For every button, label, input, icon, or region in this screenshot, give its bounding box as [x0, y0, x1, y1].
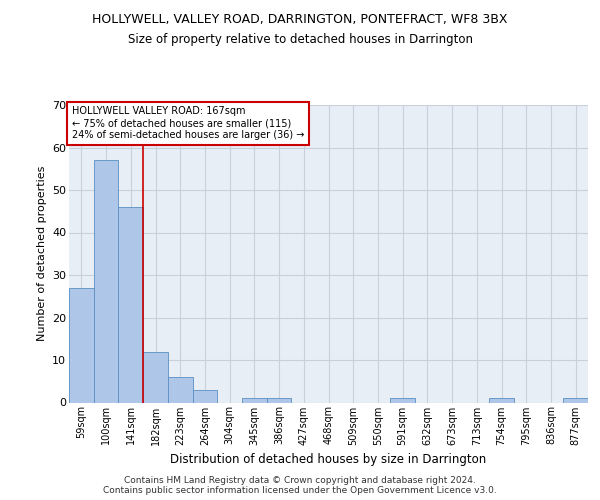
Text: Size of property relative to detached houses in Darrington: Size of property relative to detached ho…: [128, 32, 473, 46]
Bar: [69, 288, 94, 403]
Text: HOLLYWELL VALLEY ROAD: 167sqm
← 75% of detached houses are smaller (115)
24% of : HOLLYWELL VALLEY ROAD: 167sqm ← 75% of d…: [71, 106, 304, 140]
Bar: [489, 398, 514, 402]
Text: HOLLYWELL, VALLEY ROAD, DARRINGTON, PONTEFRACT, WF8 3BX: HOLLYWELL, VALLEY ROAD, DARRINGTON, PONT…: [92, 12, 508, 26]
Bar: [94, 160, 118, 402]
X-axis label: Distribution of detached houses by size in Darrington: Distribution of detached houses by size …: [170, 453, 487, 466]
Y-axis label: Number of detached properties: Number of detached properties: [37, 166, 47, 342]
Bar: [390, 398, 415, 402]
Bar: [242, 398, 267, 402]
Bar: [118, 207, 143, 402]
Text: Contains HM Land Registry data © Crown copyright and database right 2024.
Contai: Contains HM Land Registry data © Crown c…: [103, 476, 497, 495]
Bar: [193, 390, 217, 402]
Bar: [267, 398, 292, 402]
Bar: [168, 377, 193, 402]
Bar: [563, 398, 588, 402]
Bar: [143, 352, 168, 403]
